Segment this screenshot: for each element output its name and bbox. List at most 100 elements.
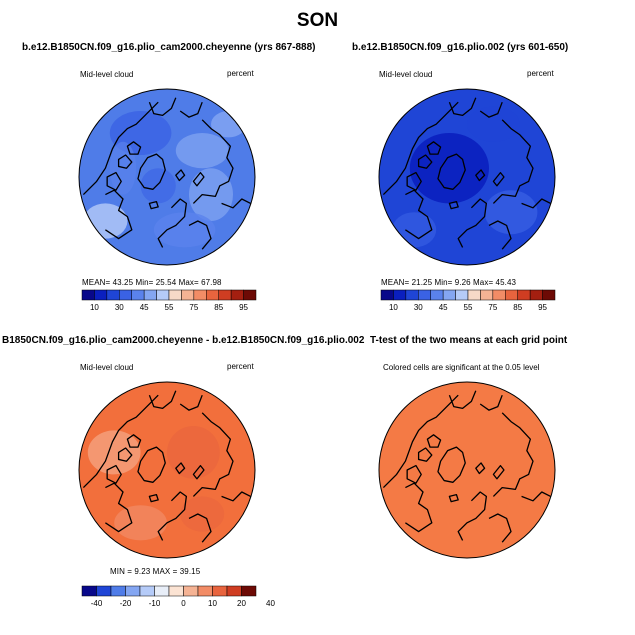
coastline [406, 464, 422, 484]
coastline [437, 446, 466, 483]
coastline [521, 491, 551, 502]
colorbar-tick-label: 95 [239, 303, 248, 312]
colorbar-tick-label: 95 [538, 303, 547, 312]
coastline [117, 447, 133, 462]
coastline [148, 493, 159, 503]
coastline [82, 101, 159, 196]
coastline [488, 220, 512, 250]
colorbar-tick-label: 20 [237, 599, 246, 608]
coastline [179, 394, 203, 411]
colorbar-tick-label: 55 [165, 303, 174, 312]
coastline [405, 482, 433, 533]
field-patch [484, 190, 538, 235]
coastline [148, 97, 177, 117]
coastline [492, 412, 534, 497]
field-patch [175, 133, 229, 169]
coastline [475, 462, 486, 475]
field-patch [140, 168, 176, 204]
panel3-stats: MIN = 9.23 MAX = 39.15 [110, 567, 201, 576]
colorbar-tick-label: -20 [120, 599, 132, 608]
coastline [437, 153, 466, 190]
coastline [475, 169, 486, 182]
map-boundary [378, 381, 556, 559]
panel2-units-label: percent [527, 69, 554, 78]
coastline [492, 464, 505, 480]
field-patch [87, 430, 141, 475]
colorbar-tick-label: 10 [389, 303, 398, 312]
coastline [448, 200, 459, 210]
colorbar-tick-label: 40 [266, 599, 275, 608]
panel2-stats: MEAN= 21.25 Min= 9.26 Max= 45.43 [381, 278, 517, 287]
coastline [148, 200, 159, 210]
coastline [137, 153, 166, 190]
coastline [406, 171, 422, 191]
coastline [382, 101, 459, 196]
colorbar-swatch [241, 585, 257, 597]
coastline [192, 464, 205, 480]
colorbar-swatch [243, 289, 257, 301]
field-patch [114, 505, 167, 541]
coastline [117, 154, 133, 169]
panel1-title: b.e12.B1850CN.f09_g16.plio_cam2000.cheye… [22, 42, 316, 53]
colorbar-tick-label: 75 [189, 303, 198, 312]
panel1-variable-label: Mid-level cloud [80, 70, 134, 79]
field-patch [180, 496, 225, 532]
coastline [479, 394, 503, 411]
field-patch [467, 106, 520, 142]
panel2-title: b.e12.B1850CN.f09_g16.plio.002 (yrs 601-… [352, 42, 569, 53]
coastline [448, 493, 459, 503]
coastline [175, 169, 186, 182]
coastline [382, 394, 459, 489]
panel1-units-label: percent [227, 69, 254, 78]
colorbar-swatch [542, 289, 556, 301]
coastline [448, 97, 477, 117]
coastline [405, 189, 433, 240]
panel3-title: B1850CN.f09_g16.plio_cam2000.cheyenne - … [2, 335, 365, 346]
coastline [137, 446, 166, 483]
coastline [426, 141, 442, 155]
coastline [457, 491, 488, 541]
coastline [192, 412, 234, 497]
coastline [426, 434, 442, 448]
colorbar-tick-label: 85 [214, 303, 223, 312]
panel2-variable-label: Mid-level cloud [379, 70, 433, 79]
colorbar-tick-label: 30 [115, 303, 124, 312]
field-patch [409, 133, 489, 204]
field-patch [109, 141, 137, 195]
coastline [192, 119, 234, 204]
coastline [417, 154, 433, 169]
coastline [105, 189, 133, 240]
coastline [157, 198, 188, 248]
coastline [126, 141, 142, 155]
colorbar-tick-label: 85 [513, 303, 522, 312]
coastline [188, 220, 212, 250]
coastline [417, 447, 433, 462]
coastline [148, 390, 177, 410]
coastline [488, 513, 512, 543]
coastline [448, 390, 477, 410]
map-boundary [78, 88, 256, 266]
map-boundary [78, 381, 256, 559]
field-patch [167, 426, 220, 479]
panel1-stats: MEAN= 43.25 Min= 25.54 Max= 67.98 [82, 278, 222, 287]
coastline [188, 513, 212, 543]
panel3-units-label: percent [227, 362, 254, 371]
panel4-title: T-test of the two means at each grid poi… [370, 335, 568, 346]
coastline [192, 171, 205, 187]
coastline [492, 171, 505, 187]
colorbar-tick-label: 55 [464, 303, 473, 312]
panel4-subtitle: Colored cells are significant at the 0.0… [383, 363, 540, 372]
colorbar-tick-label: 45 [439, 303, 448, 312]
colorbar-tick-label: 45 [140, 303, 149, 312]
coastline [105, 482, 133, 533]
coastline [179, 101, 203, 118]
colorbar-tick-label: 0 [181, 599, 186, 608]
coastline [157, 491, 188, 541]
colorbar-tick-label: 30 [414, 303, 423, 312]
